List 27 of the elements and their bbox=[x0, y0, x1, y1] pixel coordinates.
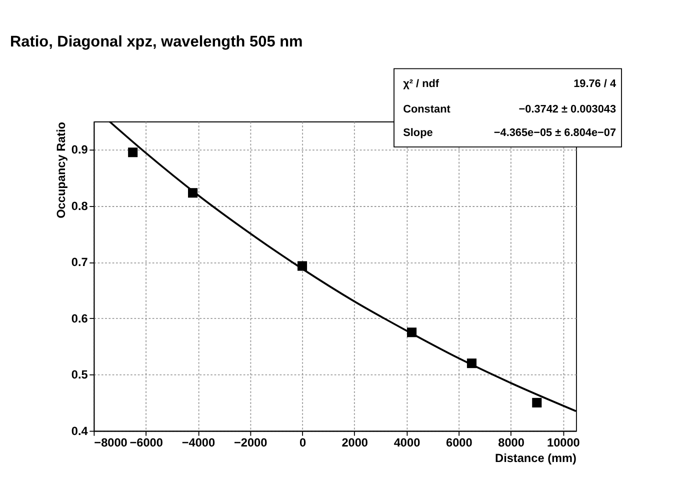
x-tick-label: 0 bbox=[299, 436, 306, 450]
chart-title: Ratio, Diagonal xpz, wavelength 505 nm bbox=[10, 33, 303, 50]
annotation: Slope bbox=[403, 126, 433, 139]
x-tick-label: −8000 bbox=[94, 436, 128, 450]
x-tick-label: −6000 bbox=[130, 436, 164, 450]
y-tick-label: 0.7 bbox=[71, 255, 88, 270]
x-tick-label: 2000 bbox=[342, 436, 368, 450]
text: χ² / ndf bbox=[403, 78, 440, 90]
x-tick-label: 6000 bbox=[446, 436, 473, 450]
point bbox=[128, 148, 138, 158]
text: −0.3742 ± 0.003043 bbox=[518, 103, 616, 116]
point bbox=[532, 398, 542, 408]
x-tick-label: 10000 bbox=[546, 436, 580, 450]
x-tick-label: 8000 bbox=[498, 436, 525, 450]
text: Constant bbox=[403, 103, 451, 116]
y-tick-label: 0.8 bbox=[71, 198, 88, 213]
y-tick-label: 0.9 bbox=[71, 142, 88, 157]
y-tick-label: 0.6 bbox=[71, 311, 88, 326]
text: 19.76 / 4 bbox=[574, 78, 616, 90]
x-tick-label: 4000 bbox=[394, 436, 421, 450]
y-axis-title: Occupancy Ratio bbox=[54, 122, 68, 218]
y-tick-label: 0.4 bbox=[71, 424, 88, 438]
x-axis-title: Distance (mm) bbox=[495, 451, 577, 466]
x-tick-label: −2000 bbox=[234, 436, 268, 450]
y-tick-label: 0.5 bbox=[71, 368, 88, 382]
x-tick-label: −4000 bbox=[182, 436, 216, 450]
annotation: −4.365e−05 ± 6.804e−07 bbox=[494, 126, 616, 139]
